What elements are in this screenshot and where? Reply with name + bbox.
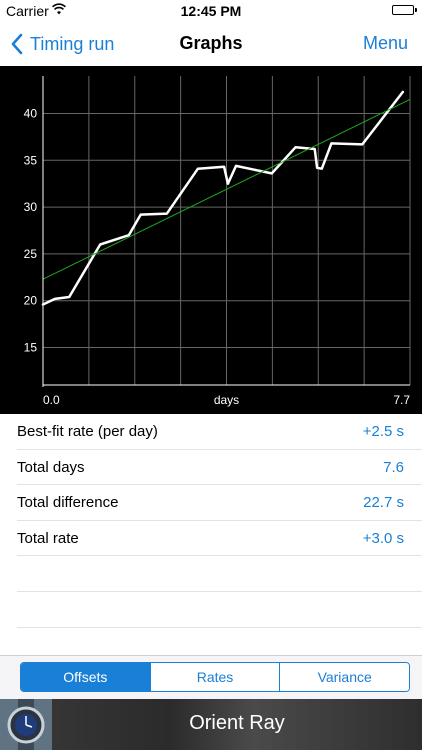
status-time: 12:45 PM — [180, 3, 242, 19]
empty-rows — [0, 556, 422, 628]
stat-value: +2.5 s — [362, 423, 404, 441]
segment-variance[interactable]: Variance — [279, 663, 409, 691]
offset-graph: 15 20 25 30 35 40 0.0 7.7 days — [0, 66, 422, 414]
menu-button[interactable]: Menu — [362, 33, 408, 53]
stat-row-total-difference: Total difference 22.7 s — [0, 485, 422, 521]
chart-svg: 15 20 25 30 35 40 0.0 7.7 days — [24, 76, 411, 407]
banner-title: Orient Ray — [189, 712, 285, 734]
watch-thumbnail-icon — [0, 699, 52, 750]
stat-label: Total days — [17, 458, 85, 476]
stat-value: 22.7 s — [363, 494, 404, 512]
y-tick-label: 30 — [24, 200, 38, 214]
navigation-bar: Timing run Graphs Menu — [0, 22, 422, 66]
status-bar: Carrier 12:45 PM — [0, 0, 422, 22]
y-tick-label: 35 — [24, 153, 38, 167]
page-title: Graphs — [179, 33, 243, 53]
back-button-label: Timing run — [30, 33, 115, 54]
stat-row-best-fit-rate: Best-fit rate (per day) +2.5 s — [0, 414, 422, 450]
series-line-best-fit — [42, 98, 411, 280]
bottom-toolbar: Offsets Rates Variance — [0, 655, 422, 699]
wifi-icon — [52, 3, 66, 15]
y-tick-label: 25 — [24, 247, 38, 261]
chevron-left-icon — [11, 33, 23, 55]
y-tick-label: 40 — [24, 106, 38, 120]
segment-offsets[interactable]: Offsets — [21, 663, 150, 691]
graph-type-segmented-control: Offsets Rates Variance — [20, 662, 410, 692]
empty-row — [0, 592, 422, 628]
battery-icon — [392, 5, 417, 15]
segment-rates[interactable]: Rates — [149, 663, 280, 691]
carrier-label: Carrier — [6, 3, 49, 19]
x-tick-label: 7.7 — [393, 393, 410, 407]
x-tick-label: 0.0 — [43, 393, 60, 407]
stat-label: Total difference — [17, 494, 119, 512]
stat-label: Best-fit rate (per day) — [17, 423, 158, 441]
empty-row — [0, 556, 422, 592]
stats-list: Best-fit rate (per day) +2.5 s Total day… — [0, 414, 422, 556]
back-button[interactable]: Timing run — [10, 33, 114, 55]
ad-banner[interactable]: Orient Ray — [0, 699, 422, 750]
stat-value: 7.6 — [383, 458, 404, 476]
stat-label: Total rate — [17, 529, 79, 547]
stat-value: +3.0 s — [362, 529, 404, 547]
y-tick-label: 15 — [24, 341, 38, 355]
stat-row-total-days: Total days 7.6 — [0, 450, 422, 486]
series-line-offsets — [41, 90, 405, 306]
stat-row-total-rate: Total rate +3.0 s — [0, 521, 422, 557]
y-tick-label: 20 — [24, 294, 38, 308]
x-axis-label: days — [214, 393, 239, 407]
